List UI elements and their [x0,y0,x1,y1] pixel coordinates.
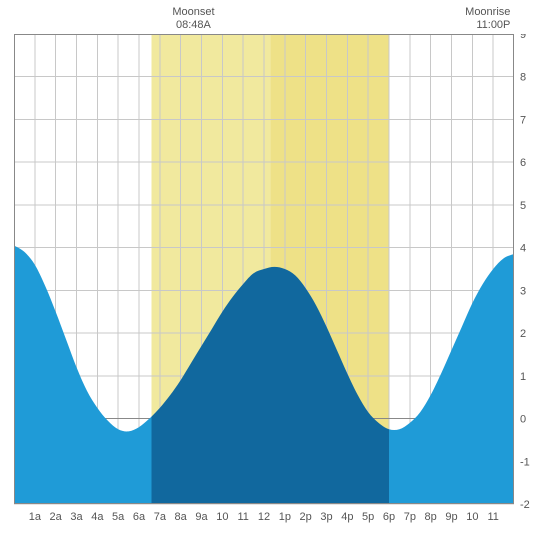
svg-text:-1: -1 [520,456,530,468]
moonset-time: 08:48A [172,19,214,32]
svg-text:0: 0 [520,414,526,426]
svg-text:9a: 9a [195,511,208,523]
svg-text:5p: 5p [362,511,374,523]
moonrise-title: Moonrise [465,6,510,19]
svg-text:7a: 7a [154,511,167,523]
svg-text:-2: -2 [520,499,530,511]
svg-text:8a: 8a [175,511,188,523]
svg-text:2a: 2a [50,511,63,523]
svg-text:11: 11 [237,511,248,523]
svg-text:4a: 4a [91,511,104,523]
svg-text:11: 11 [487,511,498,523]
moonrise-time: 11:00P [465,19,510,32]
tide-chart: Moonset 08:48A Moonrise 11:00P -2-101234… [14,6,536,536]
svg-text:2: 2 [520,328,526,340]
svg-text:10: 10 [216,511,228,523]
svg-text:2p: 2p [300,511,312,523]
svg-text:8: 8 [520,72,526,84]
svg-text:7: 7 [520,114,526,126]
chart-header: Moonset 08:48A Moonrise 11:00P [14,6,536,34]
svg-text:9p: 9p [445,511,457,523]
svg-text:10: 10 [466,511,478,523]
svg-text:7p: 7p [404,511,416,523]
svg-text:6p: 6p [383,511,395,523]
chart-canvas: -2-101234567891a2a3a4a5a6a7a8a9a1011121p… [14,34,536,526]
moonset-title: Moonset [172,6,214,19]
svg-text:8p: 8p [425,511,437,523]
svg-text:1p: 1p [279,511,291,523]
svg-text:5a: 5a [112,511,125,523]
svg-text:12: 12 [258,511,270,523]
svg-text:5: 5 [520,200,526,212]
svg-text:4p: 4p [341,511,353,523]
svg-text:6: 6 [520,157,526,169]
svg-text:4: 4 [520,243,526,255]
svg-text:3p: 3p [320,511,332,523]
svg-text:1: 1 [520,371,526,383]
svg-text:3: 3 [520,285,526,297]
svg-text:9: 9 [520,34,526,41]
svg-text:1a: 1a [29,511,42,523]
moonset-label-block: Moonset 08:48A [172,6,214,32]
moonrise-label-block: Moonrise 11:00P [465,6,510,32]
svg-text:3a: 3a [70,511,83,523]
svg-text:6a: 6a [133,511,146,523]
